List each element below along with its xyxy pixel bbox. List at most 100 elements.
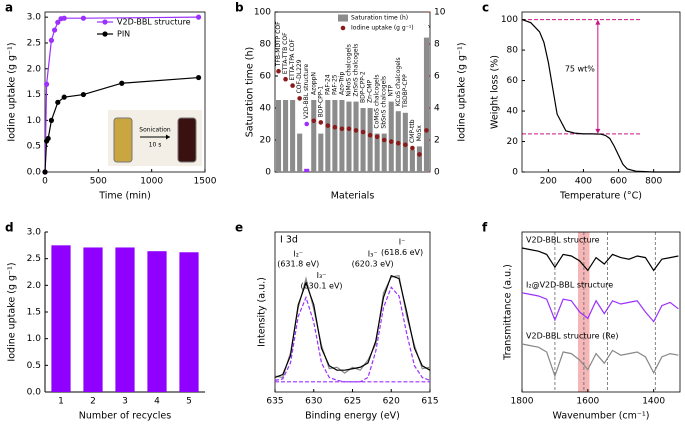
y-axis-label: Intensity (a.u.) [257,277,268,347]
y-tick-label: 3.0 [27,228,42,238]
annotation: 75 wt% [565,64,595,73]
category-label: CMP-ttb [409,119,416,143]
series-line [521,19,680,173]
panel-label: e [235,221,243,235]
x-tick-label: 620 [383,397,400,407]
y-tick-label: 1.5 [27,90,41,100]
data-point [403,142,408,148]
data-point [339,126,345,132]
series-line [275,286,431,383]
x-axis-label: Time (min) [98,191,151,202]
data-point [283,76,288,82]
bar [339,100,345,172]
x-axis-label: Temperature (°C) [559,191,642,202]
bar [318,133,324,172]
series-line [521,292,679,323]
bar [283,100,289,172]
data-point [80,91,86,98]
legend-label: PIN [117,30,130,39]
y-tick-label: 40 [507,107,519,117]
x-tick-label: 1 [58,397,64,407]
y-tick-label: 60 [260,72,272,82]
legend-label: Saturation time (h) [351,15,408,22]
bar [332,100,338,172]
series-line [521,343,679,378]
x-tick-label: 625 [344,397,361,407]
series-line [274,295,430,383]
y-tick-label: 0.0 [27,168,42,178]
data-point [48,117,55,123]
data-point [196,74,202,81]
data-point [374,134,380,140]
category-label: TBDBP-CPP [402,74,409,109]
bar [416,146,422,172]
y-axis-label: Iodine uptake (g g⁻¹) [7,42,18,141]
series-label: I₂@V2D-BBL structure [526,280,613,289]
y-tick-label: 80 [507,46,519,56]
plot-frame [521,11,681,173]
bar [353,101,359,172]
plot-frame [274,11,431,173]
x-axis-label: Binding energy (eV) [305,411,400,422]
category-label: NiMoS chalcogels [345,44,352,96]
panel-label: b [235,1,244,15]
y2-tick-label: 4 [434,104,440,114]
data-point [80,15,86,21]
data-point [196,14,202,20]
bar [367,108,373,172]
x-tick-label: 1000 [140,177,163,187]
category-label: COF-DL229 [296,59,303,93]
panel: e I 3d Binding energy (eV) Intensity (a.u.)… [235,221,439,422]
annotation: (618.6 eV) [381,248,423,257]
y-tick-label: 2.5 [27,254,41,264]
y-tick-label: 60 [507,76,519,86]
data-point [311,118,317,124]
bar [423,37,430,172]
annotation: I₃⁻ [317,271,327,280]
category-label: TFB-MDTP COF [275,21,282,67]
x-tick-label: 400 [575,177,592,187]
x-tick-label: 1600 [576,397,599,407]
data-point [61,94,67,100]
legend-marker [102,31,108,37]
y-tick-label: 80 [260,40,272,50]
data-point [388,139,394,144]
x-tick-label: 2 [90,397,96,407]
series-line [274,274,431,379]
y-tick-label: 2.0 [27,281,42,291]
x-tick-label: 635 [266,397,283,407]
category-label: V2D-BBL structure [303,63,310,119]
bar [275,100,282,172]
bar [311,100,317,172]
y-axis-label: Weight loss (%) [490,55,501,129]
category-label: ZnSnS chalcogels [353,44,360,97]
bar [388,101,394,172]
y2-tick-label: 0 [434,168,440,178]
data-point [325,123,331,128]
category-label: KCoS chalcogels [395,57,402,106]
panel: d Number of recycles Iodine uptake (g g⁻¹)… [5,221,205,422]
data-point [45,135,51,142]
x-axis-label: Number of recycles [79,411,171,422]
y-axis-label: Transmittance (a.u.) [503,264,514,361]
plot-frame [44,11,206,173]
annotation: I₃⁻ [368,249,378,258]
y2-tick-label: 8 [434,40,440,50]
y-tick-label: 100 [501,15,518,25]
x-tick-label: 630 [305,397,322,407]
y2-tick-label: 6 [434,72,440,82]
category-label: ETTA-TPA COF [289,39,296,81]
y-tick-label: 3.0 [27,13,42,23]
x-tick-label: 800 [645,177,662,187]
y-tick-label: 100 [254,8,271,18]
panel-label: f [482,221,488,235]
category-label: MoSx [416,125,423,142]
bar [297,133,303,172]
annotation: I⁻ [399,238,406,247]
panel-label: d [5,221,14,235]
legend-label: V2D-BBL structure [117,18,191,27]
panel: a Time (min) Iodine uptake (g g⁻¹) 0.0 0.5 1.… [5,1,217,202]
y-tick-label: 2.0 [27,64,42,74]
